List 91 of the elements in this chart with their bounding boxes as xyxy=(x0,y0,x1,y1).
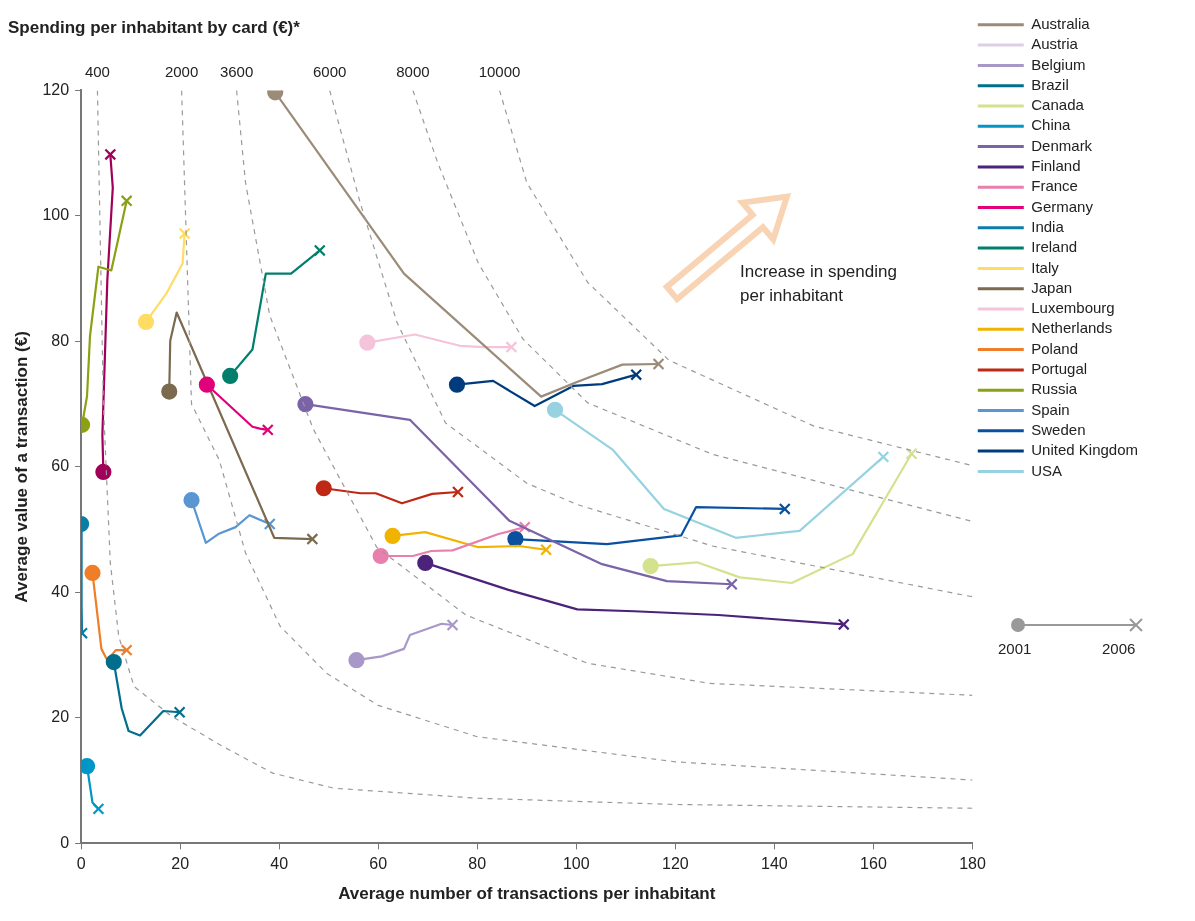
point xyxy=(183,492,200,509)
point xyxy=(778,502,791,515)
point xyxy=(173,706,186,719)
series-label: 10000 xyxy=(478,63,521,81)
legend-label: Japan xyxy=(1031,278,1073,296)
point xyxy=(384,527,401,545)
text: 2006 xyxy=(1102,640,1136,657)
point xyxy=(359,334,376,351)
y-tick-label: 60 xyxy=(51,457,70,475)
point xyxy=(263,517,276,531)
legend-label: India xyxy=(1031,217,1065,235)
y-tick-label: 120 xyxy=(42,80,70,98)
point xyxy=(92,802,105,815)
legend-label: Poland xyxy=(1031,339,1078,357)
legend-label: United Kingdom xyxy=(1031,441,1139,459)
legend-label: Australia xyxy=(1031,14,1091,32)
line-series xyxy=(329,90,973,598)
point xyxy=(725,578,738,591)
legend-label: Italy xyxy=(1031,258,1060,276)
legend-label: Spain xyxy=(1031,400,1070,418)
legend-label: Netherlands xyxy=(1031,319,1113,337)
y-tick-label: 80 xyxy=(51,331,70,349)
point xyxy=(120,644,133,657)
point xyxy=(540,543,553,556)
x-tick-label: 180 xyxy=(959,855,986,873)
annotation: Increase in spending per inhabitant xyxy=(740,261,898,307)
chart-title: Spending per inhabitant by card (€)* xyxy=(8,17,301,37)
point xyxy=(348,652,365,669)
point xyxy=(81,758,96,775)
x-tick-label: 120 xyxy=(661,855,689,873)
point xyxy=(198,376,215,393)
series-label: 2000 xyxy=(164,63,199,81)
legend-label: Brazil xyxy=(1031,75,1069,93)
point xyxy=(451,485,464,499)
legend-label: Luxembourg xyxy=(1031,299,1115,317)
point xyxy=(505,341,518,354)
x-tick-label: 160 xyxy=(860,855,887,873)
point xyxy=(518,521,531,534)
y-tick-label: 100 xyxy=(42,206,70,224)
series-label: 400 xyxy=(84,63,110,81)
legend-label: Finland xyxy=(1031,157,1081,175)
x-tick-label: 100 xyxy=(562,855,590,873)
legend-label: Denmark xyxy=(1031,136,1093,154)
legend-label: France xyxy=(1031,177,1078,195)
y-axis-title: Average value of a transaction (€) xyxy=(11,331,31,603)
point xyxy=(84,564,101,582)
series-label: 3600 xyxy=(219,63,254,81)
point xyxy=(120,194,133,207)
series-label: 8000 xyxy=(396,63,430,81)
point xyxy=(104,148,117,161)
point xyxy=(642,557,659,575)
x-tick-label: 0 xyxy=(76,855,86,873)
x-tick-label: 140 xyxy=(761,855,788,873)
y-tick-label: 0 xyxy=(60,833,70,851)
legend-label: China xyxy=(1031,116,1072,134)
line-series xyxy=(235,90,973,696)
point xyxy=(306,533,319,546)
point xyxy=(507,530,524,548)
point xyxy=(652,357,665,371)
point xyxy=(315,480,332,497)
point xyxy=(446,618,459,632)
point xyxy=(222,367,239,385)
y-tick-label: 40 xyxy=(51,582,70,600)
point xyxy=(261,423,274,436)
point xyxy=(837,618,850,631)
x-tick-label: 80 xyxy=(468,855,487,873)
legend-label: Ireland xyxy=(1031,238,1078,256)
text: 2001 xyxy=(998,640,1032,657)
point xyxy=(95,463,112,481)
y-tick-label: 20 xyxy=(51,708,70,726)
legend-label: Russia xyxy=(1031,380,1078,398)
point xyxy=(161,383,178,400)
x-tick-label: 20 xyxy=(171,855,190,873)
point xyxy=(417,554,434,572)
legend-label: Portugal xyxy=(1031,360,1088,378)
point xyxy=(905,447,918,460)
point xyxy=(297,396,314,413)
legend-label: Belgium xyxy=(1031,55,1086,73)
series-label: 6000 xyxy=(313,63,347,81)
legend-label: USA xyxy=(1031,461,1063,479)
point xyxy=(105,653,122,671)
legend-label: Germany xyxy=(1031,197,1094,215)
point xyxy=(372,547,389,565)
legend-label: Austria xyxy=(1031,35,1079,53)
x-axis-title: Average number of transactions per inhabitant xyxy=(338,884,716,904)
point xyxy=(313,244,326,257)
x-tick-label: 60 xyxy=(369,855,388,873)
legend-label: Sweden xyxy=(1031,420,1086,438)
legend-label: Canada xyxy=(1031,96,1085,114)
x-tick-label: 40 xyxy=(270,855,289,873)
line-series xyxy=(412,90,973,523)
